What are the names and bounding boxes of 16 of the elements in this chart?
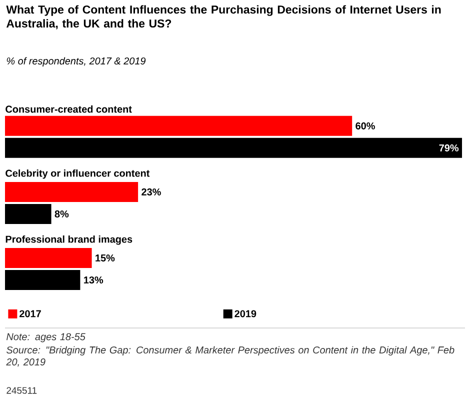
chart-title: What Type of Content Influences the Purchasing Decisions of Internet Users in Australia, the UK and the US? xyxy=(6,5,441,30)
text: 245511 xyxy=(6,387,37,394)
y-tick-label: Consumer-created content xyxy=(6,105,132,113)
legend-label: 2017 xyxy=(20,310,41,318)
data-label: 79% xyxy=(439,144,459,152)
data-label: 13% xyxy=(84,276,104,284)
data-label: 8% xyxy=(54,210,69,218)
y-tick-label: Celebrity or influencer content xyxy=(6,169,150,179)
chart-subtitle: % of respondents, 2017 & 2019 xyxy=(6,57,146,66)
legend-label: 2019 xyxy=(234,310,256,318)
data-label: 60% xyxy=(356,122,375,130)
y-tick-label: Professional brand images xyxy=(6,235,132,245)
data-label: 23% xyxy=(142,188,161,196)
text: Note: ages 18-55 xyxy=(6,333,86,342)
source-note: Source: "Bridging The Gap: Consumer & Marketer Perspectives on Content in the Digital Age," Feb 20, 2019 xyxy=(6,346,454,367)
data-label: 15% xyxy=(96,254,115,262)
